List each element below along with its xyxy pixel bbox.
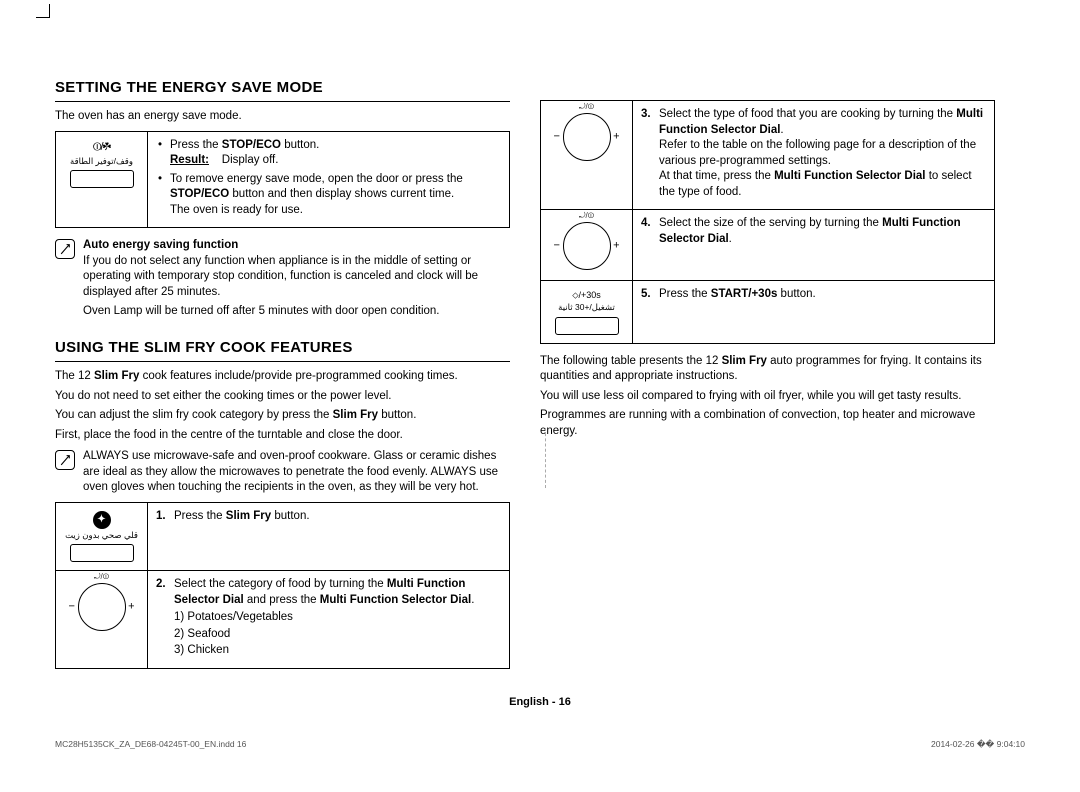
slimfry-p2: You do not need to set either the cookin… — [55, 389, 510, 405]
step2-opt2: 2) Seafood — [174, 627, 501, 643]
slimfry-p3: You can adjust the slim fry cook categor… — [55, 408, 510, 424]
step5-icon-cell: ⬦/+30s تشغيل/+30 ثانية — [541, 281, 633, 344]
step5-arabic: تشغيل/+30 ثانية — [545, 302, 628, 313]
energy-bullet-2: To remove energy save mode, open the doo… — [156, 172, 501, 219]
right-p3: Programmes are running with a combinatio… — [540, 408, 995, 439]
slimfry-steps-table-left: ✦ قلي صحي بدون زيت 1. Press the Slim Fry… — [55, 502, 510, 669]
note-icon — [55, 450, 75, 470]
start-30s-icon: ⬦/+30s — [545, 289, 628, 301]
slimfry-note-text: ALWAYS use microwave-safe and oven-proof… — [83, 449, 510, 496]
energy-intro: The oven has an energy save mode. — [55, 109, 510, 125]
slimfry-p4: First, place the food in the centre of t… — [55, 428, 510, 444]
stop-eco-icon-cell: ⏼/☘ وقف/توفير الطاقة — [56, 131, 148, 228]
step2-text: 2. Select the category of food by turnin… — [148, 571, 510, 669]
step4-text: 4. Select the size of the serving by tur… — [633, 210, 995, 281]
energy-bullet-1: Press the STOP/ECO button. Result: Displ… — [156, 138, 501, 169]
right-p2: You will use less oil compared to frying… — [540, 389, 995, 405]
stop-eco-arabic: وقف/توفير الطاقة — [60, 156, 143, 167]
page-footer-center: English - 16 — [55, 695, 1025, 710]
slimfry-p1: The 12 Slim Fry cook features include/pr… — [55, 369, 510, 385]
energy-instructions: Press the STOP/ECO button. Result: Displ… — [148, 131, 510, 228]
step4-icon-cell: ⤾/⏼ — [541, 210, 633, 281]
right-column: ⤾/⏼ 3. Select the type of food that you … — [540, 78, 995, 679]
step2-opt1: 1) Potatoes/Vegetables — [174, 610, 501, 626]
slimfry-button-graphic — [70, 544, 134, 562]
note-body: If you do not select any function when a… — [83, 255, 478, 298]
dial-icon: ⤾/⏼ — [78, 583, 126, 631]
step5-text: 5. Press the START/+30s button. — [633, 281, 995, 344]
slimfry-steps-table-right: ⤾/⏼ 3. Select the type of food that you … — [540, 100, 995, 344]
left-column: SETTING THE ENERGY SAVE MODE The oven ha… — [55, 78, 510, 679]
stop-eco-button-graphic — [70, 170, 134, 188]
slimfry-note: ALWAYS use microwave-safe and oven-proof… — [55, 449, 510, 496]
dial-icon: ⤾/⏼ — [563, 113, 611, 161]
step2-opt3: 3) Chicken — [174, 643, 501, 659]
slimfry-icon: ✦ — [93, 511, 111, 529]
note-body2: Oven Lamp will be turned off after 5 min… — [83, 304, 510, 320]
right-p1: The following table presents the 12 Slim… — [540, 354, 995, 385]
note-icon — [55, 239, 75, 259]
step1-icon-cell: ✦ قلي صحي بدون زيت — [56, 502, 148, 570]
energy-save-table: ⏼/☘ وقف/توفير الطاقة Press the STOP/ECO … — [55, 131, 510, 229]
note-title: Auto energy saving function — [83, 239, 238, 251]
step3-icon-cell: ⤾/⏼ — [541, 101, 633, 210]
step1-arabic: قلي صحي بدون زيت — [60, 530, 143, 541]
step3-text: 3. Select the type of food that you are … — [633, 101, 995, 210]
step2-icon-cell: ⤾/⏼ — [56, 571, 148, 669]
energy-note: Auto energy saving function If you do no… — [55, 238, 510, 300]
page-footer-right: 2014-02-26 �� 9:04:10 — [931, 739, 1025, 750]
stop-eco-icon: ⏼/☘ — [60, 140, 143, 155]
start-button-graphic — [555, 317, 619, 335]
dial-icon: ⤾/⏼ — [563, 222, 611, 270]
column-divider — [545, 428, 546, 488]
step1-text: 1. Press the Slim Fry button. — [148, 502, 510, 570]
heading-energy-save: SETTING THE ENERGY SAVE MODE — [55, 78, 510, 102]
page-footer-left: MC28H5135CK_ZA_DE68-04245T-00_EN.indd 16 — [55, 739, 246, 750]
heading-slim-fry: USING THE SLIM FRY COOK FEATURES — [55, 338, 510, 362]
